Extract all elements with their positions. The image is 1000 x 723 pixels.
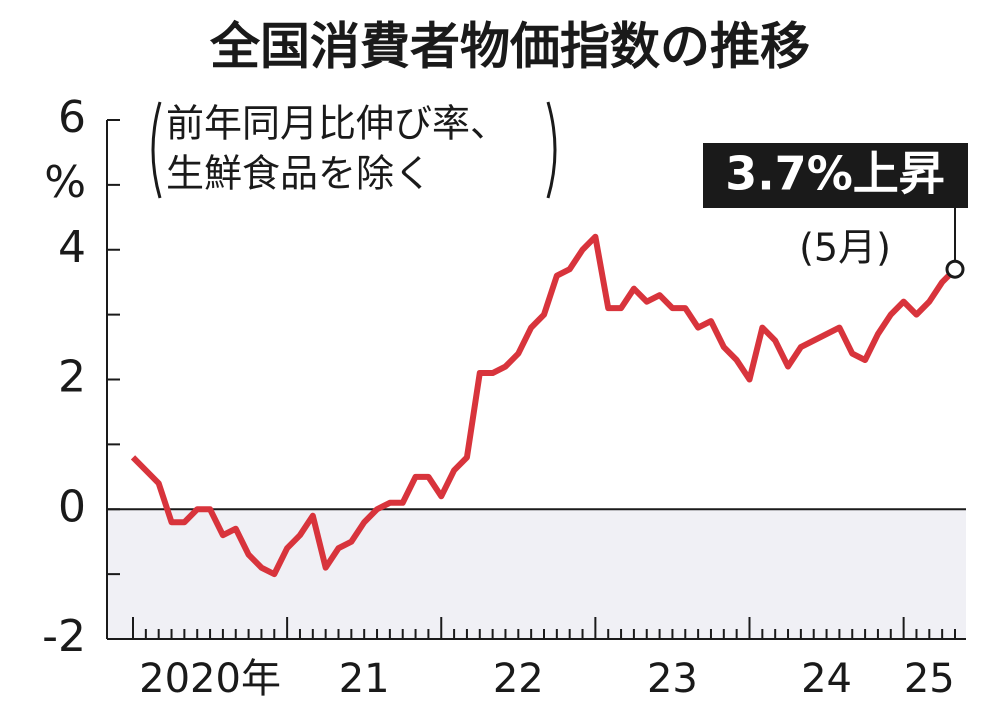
line-series xyxy=(130,233,958,578)
x-tick-label: 2020年 xyxy=(139,656,281,702)
y-tick-label: -2 xyxy=(42,611,86,662)
y-tick-label: 0 xyxy=(58,481,86,532)
x-tick-label: 21 xyxy=(339,656,390,702)
x-tick-label: 22 xyxy=(493,656,544,702)
x-tick-label: 24 xyxy=(801,656,852,702)
subtitle-line: 前年同月比伸び率、 xyxy=(166,102,508,146)
annotation-box xyxy=(703,143,968,208)
y-tick-label: 2 xyxy=(58,352,86,403)
y-unit: % xyxy=(44,157,86,208)
bracket-left xyxy=(151,101,162,199)
annotation-note: (5月) xyxy=(799,226,891,270)
chart-title: 全国消費者物価指数の推移 xyxy=(209,18,810,76)
negative-area xyxy=(107,509,966,639)
y-tick-label: 6 xyxy=(58,92,86,143)
subtitle-line: 生鮮食品を除く xyxy=(166,152,432,196)
y-tick-label: 4 xyxy=(58,222,86,273)
x-tick-label: 25 xyxy=(904,656,955,702)
annotation-text: 3.7%上昇 xyxy=(725,147,945,201)
x-tick-label: 23 xyxy=(647,656,698,702)
bracket-right xyxy=(546,101,557,199)
last-point xyxy=(945,259,965,279)
